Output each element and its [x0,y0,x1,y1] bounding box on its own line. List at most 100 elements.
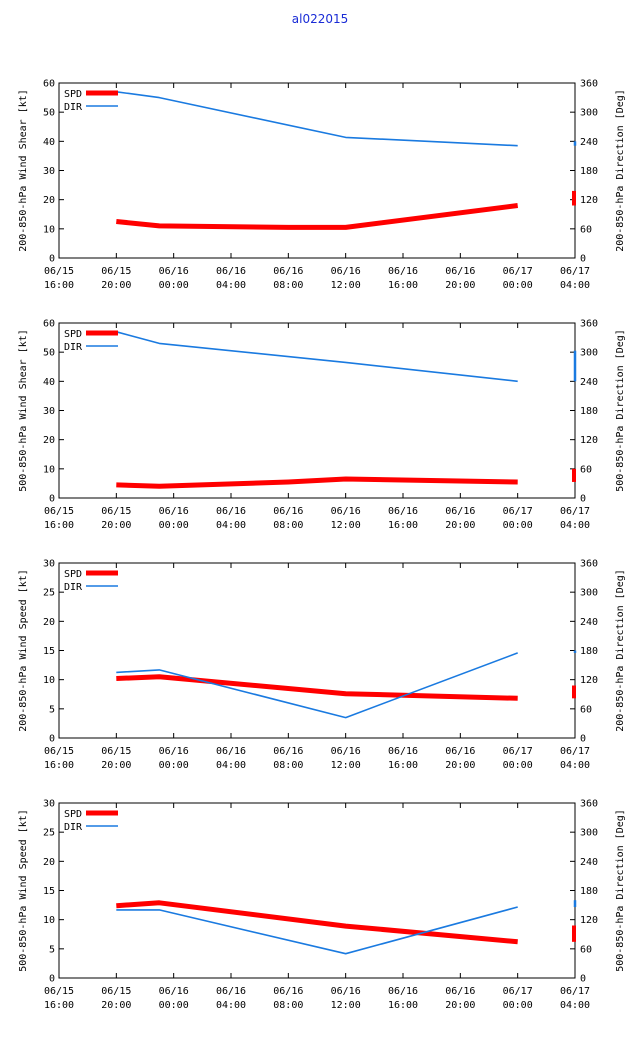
y2-tick-label: 240 [580,617,598,628]
x-tick-label-time: 04:00 [216,520,246,531]
y2-tick-label: 0 [580,254,586,265]
x-tick-label-time: 00:00 [159,280,189,291]
x-tick-label-time: 20:00 [101,1000,131,1011]
y-tick-label: 20 [43,195,55,206]
plot-frame [58,82,576,259]
legend-spd-label: SPD [64,89,82,100]
y2-tick-label: 120 [580,195,598,206]
x-tick-label-date: 06/17 [503,266,533,277]
x-tick-label-date: 06/15 [101,986,131,997]
y2-tick-label: 300 [580,588,598,599]
y-axis-label: 200-850-hPa Wind Speed [kt] [18,569,29,732]
x-tick-label-time: 16:00 [44,760,74,771]
x-tick-label-date: 06/16 [388,506,418,517]
dir-series-line [116,91,518,147]
x-tick-label-date: 06/16 [273,506,303,517]
y-axis-label: 500-850-hPa Wind Shear [kt] [18,329,29,492]
x-tick-label-time: 16:00 [388,280,418,291]
y2-axis-label: 200-850-hPa Direction [Deg] [615,89,626,252]
x-tick-label-time: 04:00 [560,760,590,771]
x-tick-label-date: 06/17 [503,746,533,757]
y-tick-label: 10 [43,915,55,926]
spd-series-line [116,203,519,230]
y2-tick-label: 120 [580,435,598,446]
x-tick-label-time: 00:00 [503,520,533,531]
y2-tick-label: 0 [580,494,586,505]
y-tick-label: 10 [43,224,55,235]
y2-tick-label: 300 [580,348,598,359]
x-tick-label-time: 20:00 [445,1000,475,1011]
y-tick-label: 40 [43,377,55,388]
x-tick-label-date: 06/17 [560,746,590,757]
x-tick-label-date: 06/16 [331,506,361,517]
x-tick-label-date: 06/16 [159,266,189,277]
x-tick-label-time: 12:00 [331,760,361,771]
y2-tick-label: 120 [580,915,598,926]
y2-tick-label: 180 [580,406,598,417]
x-tick-label-time: 00:00 [159,760,189,771]
x-tick-label-date: 06/15 [44,746,74,757]
x-tick-label-date: 06/15 [101,746,131,757]
x-tick-label-date: 06/16 [216,746,246,757]
y-tick-label: 20 [43,435,55,446]
x-tick-label-date: 06/17 [560,266,590,277]
x-tick-label-date: 06/16 [273,986,303,997]
y2-tick-label: 300 [580,108,598,119]
x-tick-label-date: 06/17 [560,986,590,997]
y-tick-label: 20 [43,857,55,868]
x-tick-label-date: 06/16 [159,986,189,997]
plot-frame [58,562,576,739]
x-tick-label-time: 12:00 [331,520,361,531]
y-tick-label: 0 [49,494,55,505]
x-tick-label-date: 06/15 [101,266,131,277]
y2-tick-label: 240 [580,137,598,148]
x-tick-label-date: 06/16 [159,506,189,517]
dir-series-line [116,906,518,955]
x-tick-label-date: 06/16 [445,506,475,517]
x-tick-label-time: 16:00 [388,760,418,771]
page-title: al022015 [291,12,349,26]
y-tick-label: 0 [49,734,55,745]
x-tick-label-date: 06/16 [216,266,246,277]
legend-spd-label: SPD [64,329,82,340]
y-tick-label: 40 [43,137,55,148]
x-tick-label-time: 12:00 [331,1000,361,1011]
y2-tick-label: 60 [580,704,592,715]
chart-panel-4: 05101520253006012018024030036006/1516:00… [18,799,626,1012]
chart-panel-3: 05101520253006012018024030036006/1516:00… [18,559,626,772]
spd-series-line [116,476,518,489]
x-tick-label-date: 06/17 [560,506,590,517]
y2-tick-label: 300 [580,828,598,839]
y-tick-label: 20 [43,617,55,628]
y-tick-label: 50 [43,108,55,119]
y2-tick-label: 360 [580,79,598,90]
x-tick-label-date: 06/17 [503,506,533,517]
x-tick-label-time: 20:00 [101,520,131,531]
x-tick-label-date: 06/16 [216,506,246,517]
x-tick-label-time: 04:00 [560,520,590,531]
x-tick-label-date: 06/16 [445,746,475,757]
y-axis-label: 200-850-hPa Wind Shear [kt] [18,89,29,252]
x-tick-label-time: 08:00 [273,760,303,771]
x-tick-label-date: 06/16 [273,266,303,277]
x-tick-label-date: 06/16 [445,986,475,997]
y2-tick-label: 60 [580,464,592,475]
x-tick-label-time: 00:00 [503,280,533,291]
x-tick-label-time: 20:00 [101,760,131,771]
dir-series-line [116,331,518,383]
legend-dir-label: DIR [64,102,83,113]
x-tick-label-time: 04:00 [560,1000,590,1011]
chart-panel-1: 0 10 20 30 40 50 60 0 60 120 180 240 300 360 06/15 16:0… [18,79,626,292]
y2-tick-label: 240 [580,857,598,868]
y-tick-label: 25 [43,588,55,599]
y2-tick-label: 180 [580,886,598,897]
x-tick-label-time: 20:00 [445,520,475,531]
x-tick-label-date: 06/16 [159,746,189,757]
x-tick-label-time: 00:00 [159,1000,189,1011]
y-tick-label: 60 [43,319,55,330]
x-tick-label-date: 06/15 [44,266,74,277]
x-tick-label-time: 20:00 [445,280,475,291]
y2-tick-label: 120 [580,675,598,686]
y2-axis-label: 500-850-hPa Direction [Deg] [615,809,626,972]
y2-tick-label: 180 [580,646,598,657]
